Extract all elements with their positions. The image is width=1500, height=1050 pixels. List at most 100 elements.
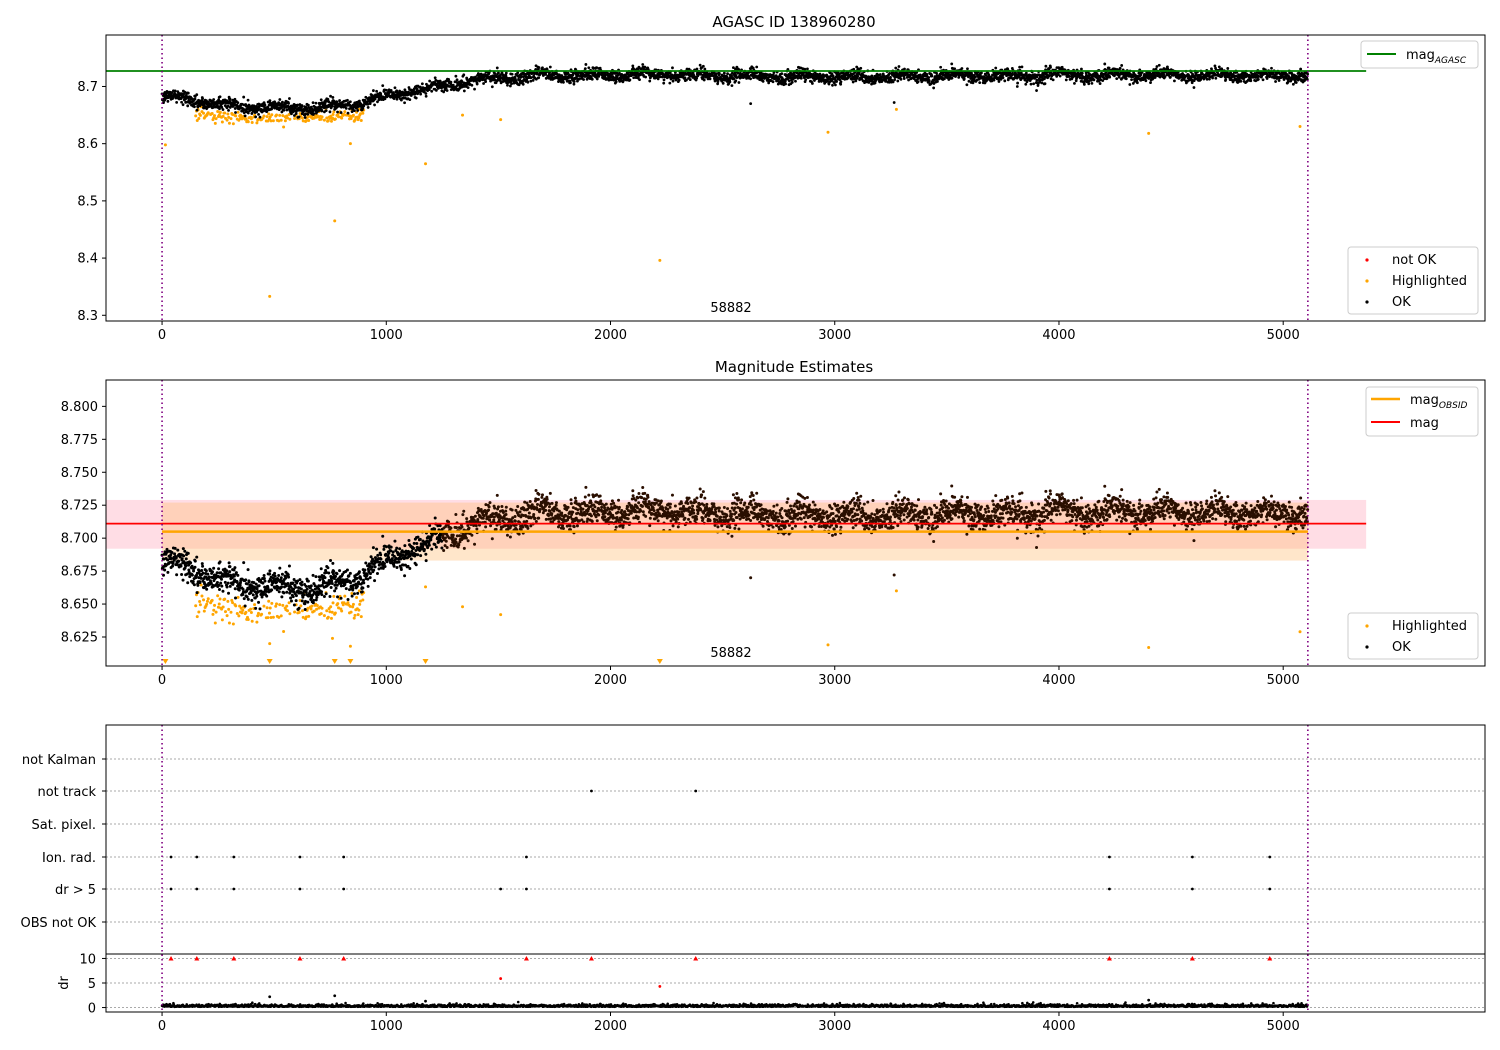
- ok-point: [362, 104, 366, 108]
- offscale-marker: [266, 659, 273, 664]
- ok-point: [173, 552, 177, 556]
- ok-point: [997, 80, 1001, 83]
- ok-point: [336, 110, 339, 114]
- ok-point: [318, 578, 322, 582]
- ok-point: [366, 106, 370, 109]
- ok-point: [932, 86, 936, 90]
- ok-point: [641, 63, 645, 66]
- highlighted-point: [265, 606, 269, 610]
- ok-point: [201, 571, 205, 575]
- ok-point: [427, 88, 431, 91]
- ok-point: [671, 79, 675, 83]
- ok-point: [445, 89, 449, 92]
- offscale-marker: [422, 659, 429, 664]
- panel-magnitude-estimates: Magnitude Estimates 58882 0 1000 2000 3000 4…: [61, 358, 1486, 688]
- highlighted-point: [266, 616, 270, 620]
- ok-point: [246, 98, 250, 102]
- ok-point: [268, 569, 272, 573]
- highlighted-point: [229, 117, 233, 121]
- ok-point: [897, 65, 901, 68]
- highlighted-point: [322, 118, 326, 122]
- ok-point: [306, 579, 310, 583]
- ok-point: [361, 106, 365, 110]
- ok-point: [220, 105, 224, 109]
- ok-point: [1098, 82, 1102, 85]
- ok-point: [892, 101, 896, 104]
- ok-point: [424, 92, 428, 95]
- highlighted-point: [293, 610, 297, 614]
- ok-point: [409, 94, 413, 97]
- highlighted-point: [359, 119, 363, 123]
- ok-point: [1001, 76, 1005, 80]
- ok-point: [280, 110, 284, 114]
- ok-point: [1120, 64, 1124, 67]
- highlighted-point: [307, 614, 311, 618]
- highlighted-point: [262, 604, 266, 608]
- ok-point: [242, 597, 246, 601]
- ok-point: [851, 80, 855, 84]
- ok-point: [292, 603, 296, 607]
- highlighted-point: [333, 611, 337, 615]
- ok-point: [294, 112, 298, 115]
- highlighted-point: [256, 117, 260, 121]
- ok-point: [331, 96, 335, 99]
- ok-point: [449, 80, 453, 84]
- ok-point: [329, 586, 333, 590]
- ok-point: [285, 590, 289, 594]
- highlighted-point: [282, 629, 286, 633]
- highlighted-point: [357, 116, 361, 120]
- ok-point: [186, 91, 190, 95]
- ok-point: [1261, 78, 1265, 82]
- ok-point: [893, 78, 896, 82]
- highlighted-point: [267, 112, 271, 116]
- highlighted-point: [348, 142, 352, 146]
- highlighted-point: [358, 112, 362, 116]
- ok-point: [255, 594, 259, 598]
- ok-point: [223, 580, 227, 584]
- ok-point: [280, 585, 284, 589]
- x-tick-label: 3000: [818, 328, 851, 343]
- highlighted-point: [337, 115, 341, 119]
- ok-point: [242, 561, 246, 565]
- highlighted-point: [198, 603, 202, 607]
- ok-point: [250, 598, 254, 602]
- ok-point: [338, 569, 342, 573]
- ok-point: [227, 591, 231, 595]
- ok-point: [590, 77, 594, 81]
- highlighted-point: [286, 116, 290, 120]
- ok-point: [1049, 65, 1052, 69]
- ok-point: [414, 96, 418, 100]
- ok-point: [357, 104, 361, 108]
- ok-point: [227, 108, 230, 112]
- ok-point: [722, 71, 726, 75]
- ok-point: [1029, 82, 1033, 86]
- highlighted-point: [214, 610, 218, 614]
- highlighted-point: [227, 121, 231, 125]
- highlighted-point: [281, 603, 285, 607]
- ok-point: [839, 82, 843, 86]
- ok-point: [289, 599, 293, 603]
- ok-point: [176, 548, 180, 552]
- ok-point: [702, 78, 706, 82]
- ok-point: [1277, 79, 1281, 82]
- ok-point: [288, 97, 291, 100]
- ok-point: [299, 587, 303, 591]
- ok-point: [200, 568, 204, 572]
- ok-point: [311, 101, 315, 105]
- ok-point: [827, 82, 831, 86]
- highlighted-point: [358, 602, 362, 606]
- highlighted-point: [218, 111, 222, 115]
- ok-point: [451, 83, 455, 87]
- ok-point: [256, 108, 260, 112]
- highlighted-point: [202, 609, 206, 613]
- offscale-marker: [331, 659, 338, 664]
- ok-point: [287, 101, 290, 105]
- ok-point: [755, 65, 759, 69]
- highlighted-point: [329, 119, 333, 123]
- ok-point: [181, 547, 185, 551]
- ok-point: [226, 104, 230, 108]
- ok-point: [166, 99, 170, 103]
- ok-point: [950, 76, 954, 80]
- ok-point: [323, 102, 327, 106]
- ok-point: [246, 111, 250, 115]
